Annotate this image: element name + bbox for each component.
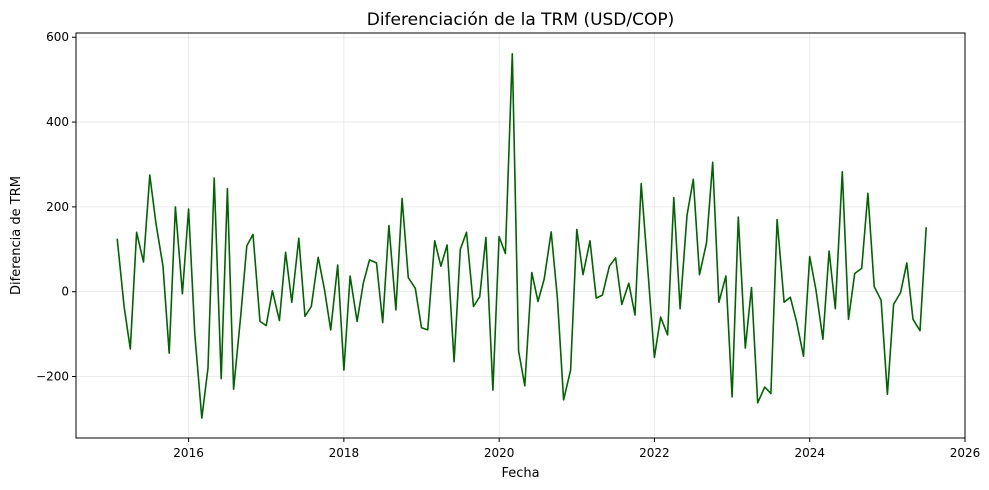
x-tick-label: 2022 [639, 446, 670, 460]
y-tick-label: 600 [46, 30, 69, 44]
x-tick-label: 2018 [329, 446, 360, 460]
y-axis-label: Diferencia de TRM [9, 176, 24, 295]
chart-title: Diferenciación de la TRM (USD/COP) [367, 10, 675, 30]
x-axis-label: Fecha [501, 466, 539, 481]
x-tick-label: 2020 [484, 446, 515, 460]
y-tick-label: 400 [46, 115, 69, 129]
x-tick-label: 2024 [794, 446, 825, 460]
y-tick-label: 200 [46, 200, 69, 214]
axis-ticks: 2016 2018 2020 2022 2024 2026 −200 0 200 400 600 [36, 30, 980, 460]
y-tick-label: 0 [61, 285, 69, 299]
x-tick-label: 2026 [950, 446, 981, 460]
series-line [116, 52, 927, 419]
data-series [116, 52, 927, 419]
gridlines [76, 33, 966, 438]
x-tick-label: 2016 [173, 446, 204, 460]
plot-frame [75, 32, 966, 439]
y-tick-label: −200 [36, 370, 69, 384]
